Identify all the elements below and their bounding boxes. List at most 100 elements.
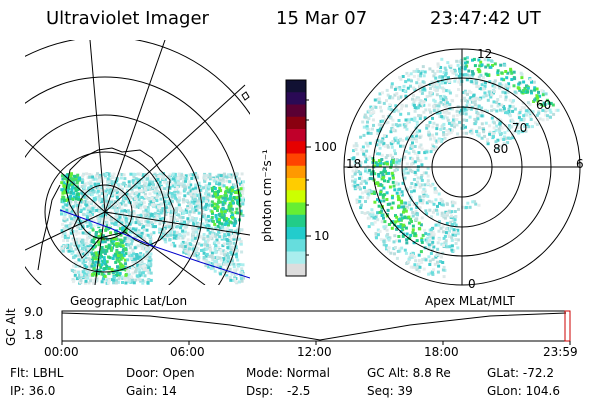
aurora-pixel <box>69 179 73 183</box>
aurora-pixel <box>168 186 172 190</box>
aurora-pixel <box>208 244 211 248</box>
aurora-pixel <box>230 249 234 253</box>
aurora-pixel <box>180 173 184 177</box>
aurora-pixel <box>214 234 218 238</box>
aurora-pixel <box>217 220 221 224</box>
aurora-pixel <box>496 104 500 108</box>
timeline-ytick-9: 9.0 <box>24 305 44 319</box>
aurora-pixel <box>208 175 212 179</box>
aurora-pixel <box>510 78 514 81</box>
aurora-pixel <box>112 243 116 247</box>
aurora-pixel <box>459 72 462 76</box>
aurora-pixel <box>88 236 92 239</box>
aurora-pixel <box>480 114 484 118</box>
aurora-pixel <box>355 201 359 204</box>
aurora-pixel <box>205 195 209 199</box>
aurora-pixel <box>131 172 135 176</box>
aurora-pixel <box>379 123 383 127</box>
aurora-pixel <box>381 193 385 197</box>
aurora-pixel <box>186 222 190 226</box>
aurora-pixel <box>413 160 417 164</box>
aurora-pixel <box>100 177 103 181</box>
aurora-pixel <box>213 240 217 244</box>
aurora-pixel <box>481 127 485 130</box>
aurora-pixel <box>439 128 443 131</box>
aurora-pixel <box>207 183 211 187</box>
aurora-pixel <box>421 233 425 237</box>
aurora-pixel <box>489 59 493 63</box>
aurora-pixel <box>218 256 222 260</box>
aurora-pixel <box>98 229 102 232</box>
aurora-pixel <box>137 184 141 188</box>
aurora-pixel <box>533 88 537 92</box>
aurora-pixel <box>199 204 203 207</box>
aurora-pixel <box>103 192 107 196</box>
gcalt-label: GC Alt: <box>367 366 409 380</box>
aurora-pixel <box>100 200 104 204</box>
aurora-pixel <box>215 217 219 221</box>
aurora-pixel <box>79 204 83 208</box>
aurora-pixel <box>115 195 119 199</box>
aurora-pixel <box>115 242 118 246</box>
aurora-pixel <box>498 130 502 134</box>
aurora-pixel <box>141 236 145 240</box>
aurora-pixel <box>459 82 463 86</box>
aurora-pixel <box>449 220 453 224</box>
aurora-pixel <box>66 173 70 177</box>
aurora-pixel <box>377 97 381 101</box>
aurora-pixel <box>217 241 221 245</box>
aurora-pixel <box>403 171 407 175</box>
aurora-pixel <box>230 259 234 263</box>
aurora-pixel <box>379 105 382 109</box>
aurora-pixel <box>457 80 461 84</box>
aurora-pixel <box>381 114 385 118</box>
aurora-pixel <box>139 201 143 205</box>
aurora-pixel <box>362 133 366 137</box>
aurora-pixel <box>218 178 222 182</box>
aurora-pixel <box>208 226 211 230</box>
aurora-pixel <box>417 182 421 186</box>
aurora-pixel <box>367 225 371 229</box>
aurora-pixel <box>166 181 170 184</box>
aurora-pixel <box>478 87 482 90</box>
aurora-pixel <box>193 244 197 248</box>
aurora-pixel <box>173 172 177 176</box>
aurora-pixel <box>83 263 87 267</box>
aurora-pixel <box>482 87 485 91</box>
aurora-pixel <box>412 74 416 78</box>
aurora-pixel <box>437 102 441 106</box>
colorbar-frame <box>285 79 307 277</box>
aurora-pixel <box>132 182 136 186</box>
door-info: Door: Open <box>126 366 195 380</box>
aurora-pixel <box>391 118 395 122</box>
aurora-pixel <box>394 164 398 167</box>
aurora-pixel <box>133 246 137 250</box>
aurora-pixel <box>410 182 414 185</box>
aurora-pixel <box>470 107 473 111</box>
timeline-axis-label: GC Alt <box>4 308 18 346</box>
aurora-pixel <box>124 224 128 228</box>
aurora-pixel <box>395 158 399 161</box>
aurora-pixel <box>431 210 435 214</box>
aurora-pixel <box>375 143 379 147</box>
aurora-pixel <box>83 182 87 186</box>
aurora-pixel <box>461 91 465 94</box>
aurora-pixel <box>83 245 87 249</box>
aurora-pixel <box>387 237 391 241</box>
aurora-pixel <box>197 226 201 230</box>
aurora-pixel <box>456 232 460 236</box>
aurora-pixel <box>214 244 218 248</box>
aurora-pixel <box>124 281 128 285</box>
aurora-pixel <box>421 69 424 73</box>
aurora-pixel <box>382 199 386 203</box>
aurora-pixel <box>376 181 380 185</box>
aurora-pixel <box>133 257 137 261</box>
aurora-pixel <box>391 201 395 205</box>
aurora-pixel <box>396 194 400 198</box>
aurora-pixel <box>97 210 101 213</box>
aurora-pixel <box>153 191 157 195</box>
aurora-pixel <box>120 187 124 191</box>
aurora-pixel <box>366 131 370 135</box>
aurora-pixel <box>452 121 456 125</box>
